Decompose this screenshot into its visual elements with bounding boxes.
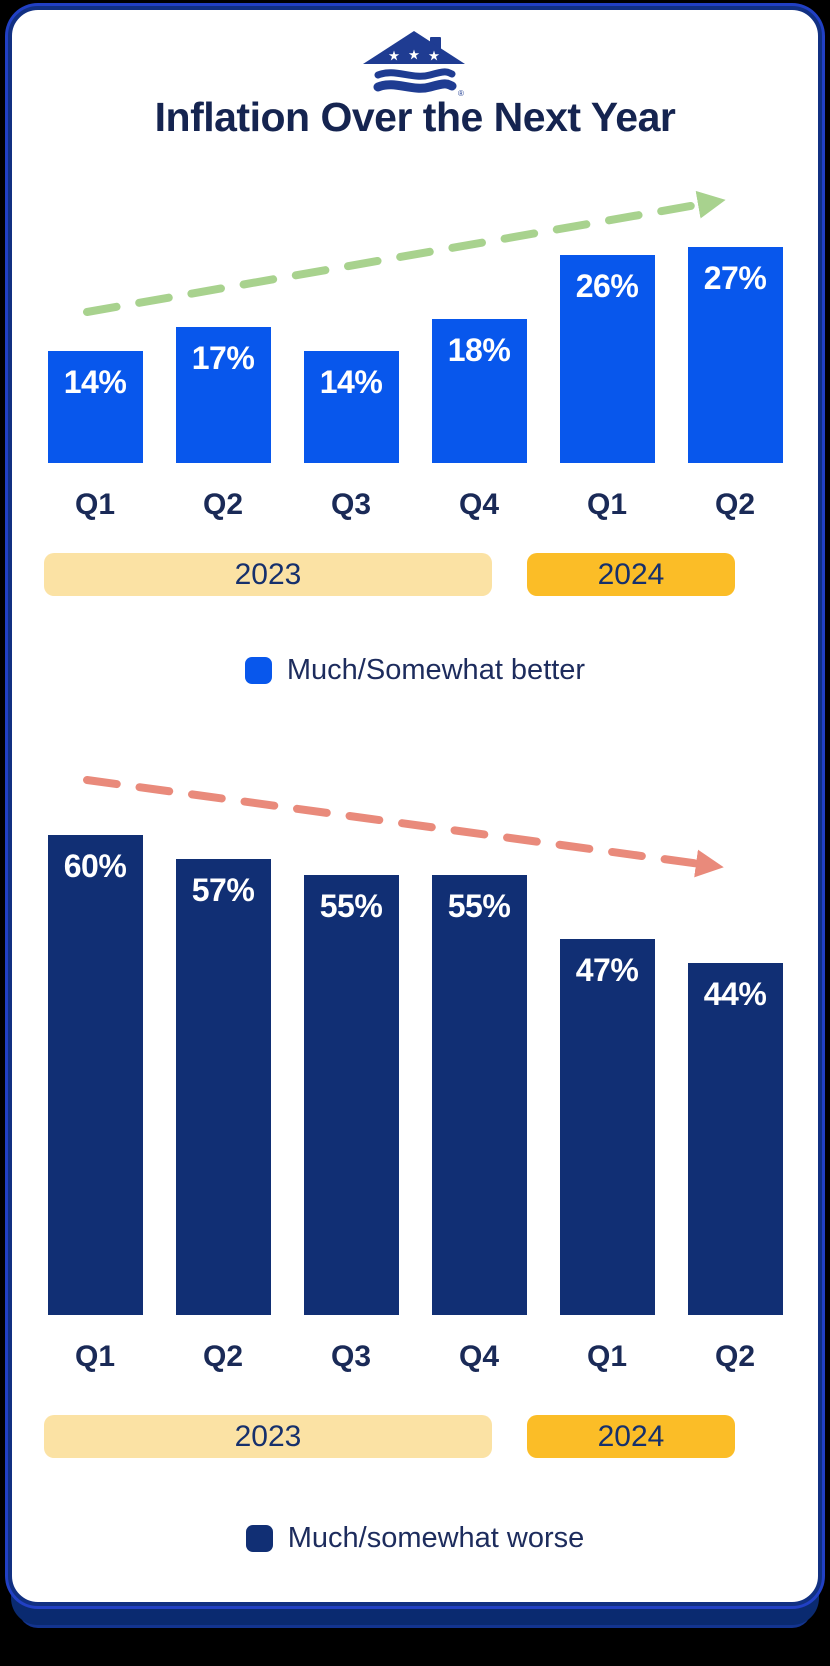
bar-value-label: 55% (447, 888, 511, 924)
infographic-card: ® Inflation Over the Next Year 14% 17% 14%… (8, 6, 822, 1606)
bar-value-label: 17% (191, 340, 255, 376)
bar: 55% (303, 875, 399, 1315)
trend-arrow-up-icon (83, 190, 726, 316)
bar-value-label: 60% (63, 848, 127, 884)
bar-value-label: 57% (191, 872, 255, 908)
bar-value-label: 18% (447, 332, 511, 368)
page-title: Inflation Over the Next Year (154, 94, 676, 140)
registered-mark: ® (458, 89, 464, 98)
category-label: Q2 (202, 488, 244, 521)
chart-much-somewhat-better: 14% 17% 14% 18% 26% 27% Q1 Q2 Q3 Q4 Q1 Q2 2023 202… (12, 10, 818, 1602)
category-row: Q1 Q2 Q3 Q4 Q1 Q2 (44, 1340, 786, 1374)
bar: 44% (687, 963, 783, 1315)
category-label: Q4 (458, 1340, 500, 1373)
category-label: Q1 (74, 1340, 116, 1373)
legend: Much/Somewhat better (12, 654, 818, 687)
bar-group: 14% 17% 14% 18% 26% 27% (44, 213, 786, 463)
bar-value-label: 26% (575, 268, 639, 304)
year-band-2024: 2024 (527, 1415, 735, 1458)
bar: 55% (431, 875, 527, 1315)
trend-arrow-down-icon (83, 776, 724, 878)
category-label: Q3 (330, 1340, 372, 1373)
category-label: Q2 (714, 488, 756, 521)
year-bands: 2023 2024 (44, 1415, 786, 1458)
bar-group: 60% 57% 55% 55% 47% 44% (44, 795, 786, 1315)
bar-value-label: 14% (319, 364, 383, 400)
house-flag-logo-graphic: ® (363, 31, 465, 98)
bar-value-label: 47% (575, 952, 639, 988)
year-band-2023: 2023 (44, 1415, 492, 1458)
category-label: Q1 (586, 488, 628, 521)
bar: 14% (303, 351, 399, 463)
year-band-2024: 2024 (527, 553, 735, 596)
bar: 14% (47, 351, 143, 463)
legend-swatch (245, 1525, 273, 1552)
legend-swatch (244, 657, 272, 684)
star-icon (408, 49, 420, 60)
category-label: Q1 (586, 1340, 628, 1373)
year-bands: 2023 2024 (44, 553, 786, 596)
category-label: Q3 (330, 488, 372, 521)
category-label: Q2 (202, 1340, 244, 1373)
flag-stripe (373, 79, 457, 93)
legend-label: Much/Somewhat better (286, 654, 586, 686)
category-label: Q4 (458, 488, 500, 521)
bar: 27% (687, 247, 783, 463)
category-row: Q1 Q2 Q3 Q4 Q1 Q2 (44, 488, 786, 522)
bar-value-label: 44% (703, 976, 767, 1012)
bar: 47% (559, 939, 655, 1315)
bar: 57% (175, 859, 271, 1315)
bar: 26% (559, 255, 655, 463)
year-band-2023: 2023 (44, 553, 492, 596)
bar-value-label: 27% (703, 260, 767, 296)
house-flag-logo: ® (12, 30, 818, 98)
bar-value-label: 55% (319, 888, 383, 924)
star-icon (388, 50, 400, 61)
legend: Much/somewhat worse (12, 1522, 818, 1555)
chart-much-somewhat-worse: 60% 57% 55% 55% 47% 44% Q1 Q2 Q3 Q4 Q1 Q2 2023 202… (12, 10, 818, 1602)
category-label: Q1 (74, 488, 116, 521)
bar: 60% (47, 835, 143, 1315)
bar-value-label: 14% (63, 364, 127, 400)
star-icon (428, 50, 440, 61)
bar: 18% (431, 319, 527, 463)
legend-label: Much/somewhat worse (287, 1522, 585, 1554)
bar: 17% (175, 327, 271, 463)
flag-stripe (374, 68, 456, 80)
category-label: Q2 (714, 1340, 756, 1373)
